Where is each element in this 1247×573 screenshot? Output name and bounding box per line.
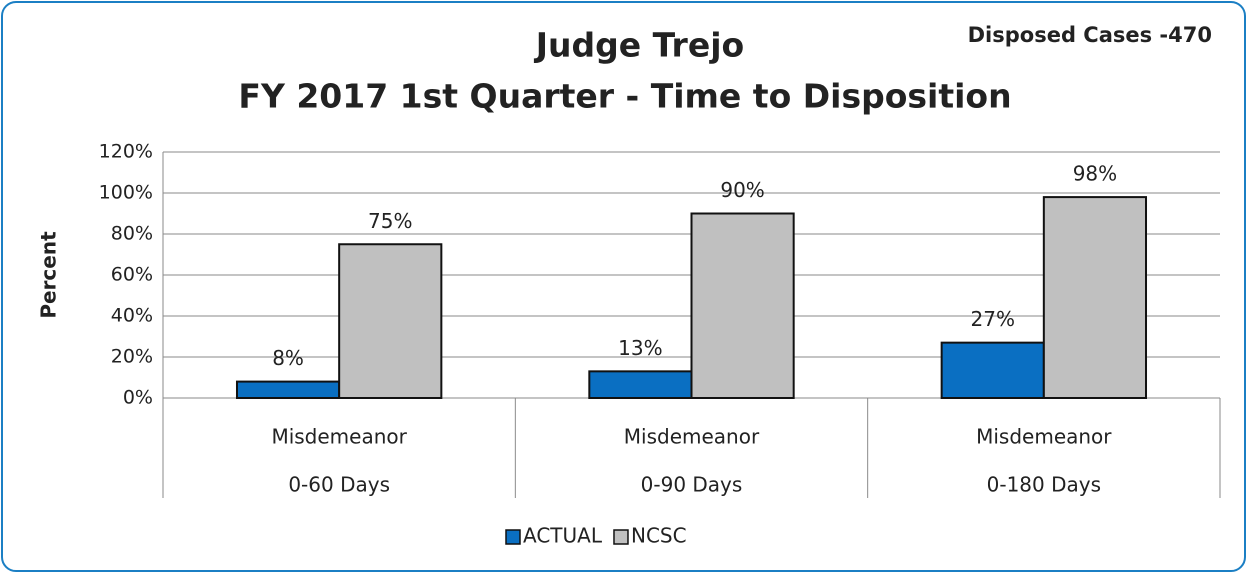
annotation: Disposed Cases -470 [968, 23, 1212, 47]
bar [235, 380, 341, 400]
x-tick-label: Misdemeanor [624, 425, 760, 449]
y-tick-label: 100% [99, 182, 153, 204]
chart-title: Judge Trejo [534, 26, 744, 65]
x-tick-label: Misdemeanor [271, 425, 407, 449]
bar [1042, 196, 1148, 399]
y-tick-label: 40% [111, 305, 153, 327]
bar [338, 243, 443, 399]
y-tick-label: 0% [123, 387, 153, 409]
data-label: 8% [272, 346, 304, 370]
bar [690, 212, 795, 399]
bar [940, 341, 1045, 399]
y-tick-label: 120% [99, 141, 153, 163]
bar [588, 370, 693, 400]
legend-label: ACTUAL [523, 524, 603, 548]
data-label: 27% [971, 307, 1015, 331]
x-tick-label: 0-180 Days [987, 473, 1101, 497]
data-label: 75% [368, 209, 412, 233]
x-tick-label: 0-90 Days [641, 473, 743, 497]
y-axis-label: Percent [37, 231, 61, 319]
legend-swatch [505, 529, 521, 545]
x-tick-label: 0-60 Days [288, 473, 390, 497]
data-label: 13% [618, 336, 662, 360]
chart-subtitle: FY 2017 1st Quarter - Time to Dispositio… [238, 77, 1011, 116]
data-label: 98% [1073, 162, 1117, 186]
data-label: 90% [720, 178, 764, 202]
y-tick-label: 80% [111, 223, 153, 245]
y-tick-label: 60% [111, 264, 153, 286]
legend-swatch [613, 529, 629, 545]
y-tick-label: 20% [111, 346, 153, 368]
x-tick-label: Misdemeanor [976, 425, 1112, 449]
legend-label: NCSC [631, 524, 687, 548]
